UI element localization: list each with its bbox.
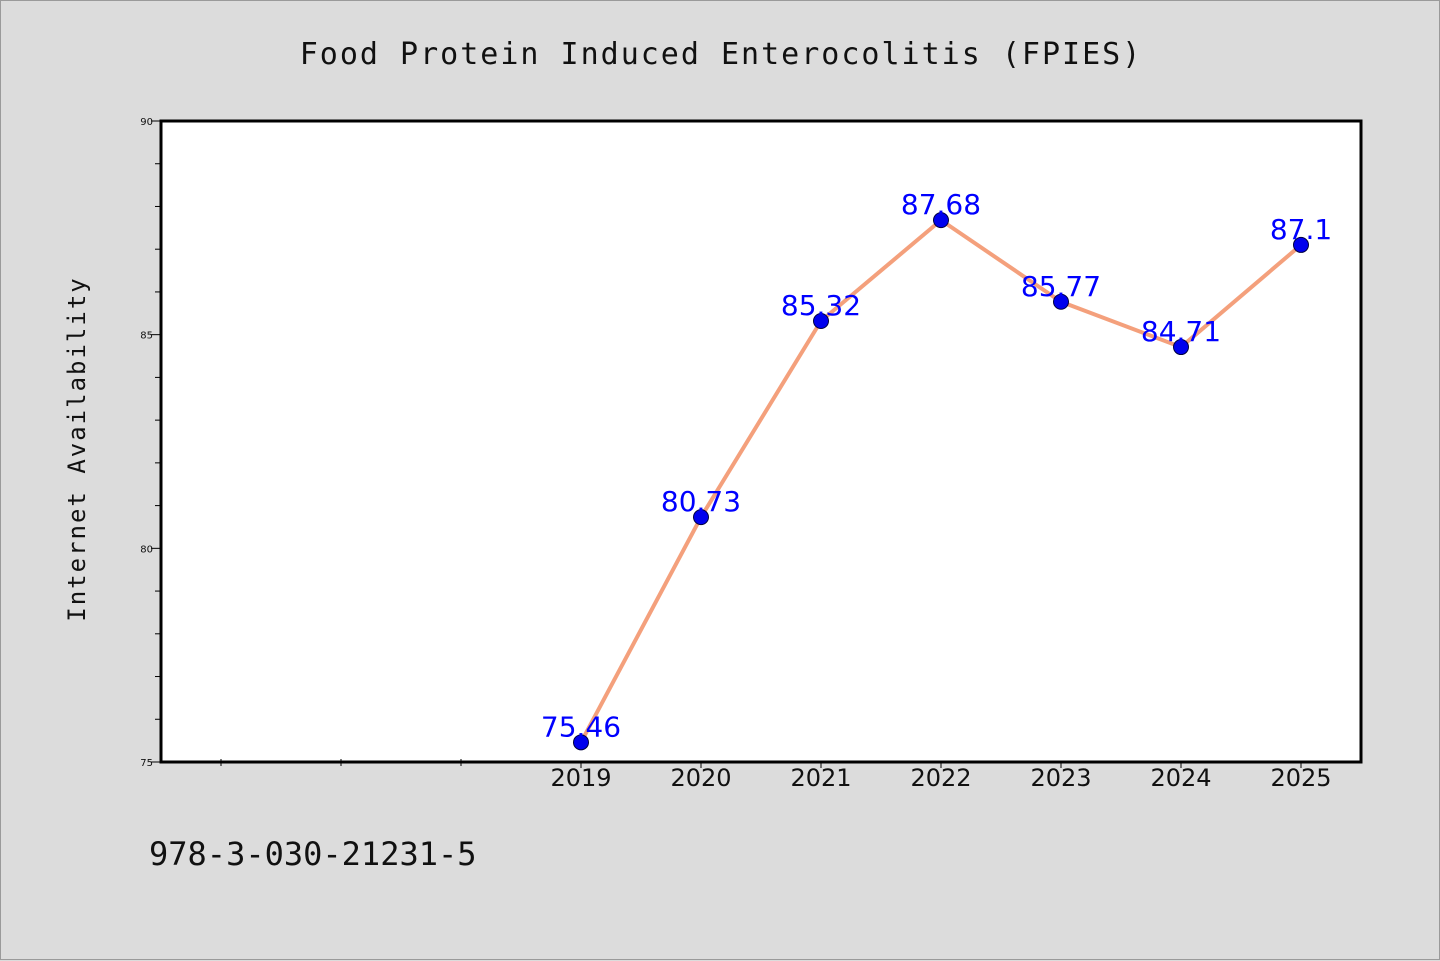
data-point	[1293, 236, 1309, 253]
x-axis-ticks: 2019 2020 2021 2022 2023 2024 2025	[220, 759, 1332, 792]
data-label: 87.68	[901, 188, 981, 221]
y-tick-label: 75	[140, 758, 153, 769]
x-tick-label: 2019	[550, 764, 611, 792]
x-tick-label: 2025	[1270, 764, 1331, 792]
data-point	[693, 509, 709, 526]
plot-area	[159, 119, 1363, 764]
data-label: 84.71	[1141, 315, 1221, 348]
data-point	[573, 734, 589, 751]
data-label: 75.46	[541, 710, 621, 743]
data-point	[1173, 339, 1189, 356]
x-tick-label: 2023	[1030, 764, 1091, 792]
data-point	[1053, 293, 1069, 310]
y-axis-ticks: 75 80 85 90	[140, 117, 161, 769]
data-label: 85.77	[1021, 270, 1101, 303]
y-tick-label: 80	[140, 544, 153, 555]
data-label: 87.1	[1270, 213, 1332, 246]
data-point	[933, 212, 949, 229]
y-tick-label: 85	[140, 331, 153, 342]
chart-title: Food Protein Induced Enterocolitis (FPIE…	[299, 37, 1143, 72]
data-label: 80.73	[661, 485, 741, 518]
y-tick-label: 90	[140, 117, 153, 128]
x-tick-label: 2024	[1150, 764, 1211, 792]
x-tick-label: 2020	[670, 764, 731, 792]
data-point	[813, 312, 829, 329]
footer-code: 978-3-030-21231-5	[149, 835, 477, 873]
data-label: 85.32	[781, 289, 861, 322]
series-group	[573, 212, 1309, 751]
x-tick-label: 2022	[910, 764, 971, 792]
data-labels: 75.46 80.73 85.32 87.68 85.77 84.71 87.1	[541, 188, 1332, 743]
x-tick-label: 2021	[790, 764, 851, 792]
